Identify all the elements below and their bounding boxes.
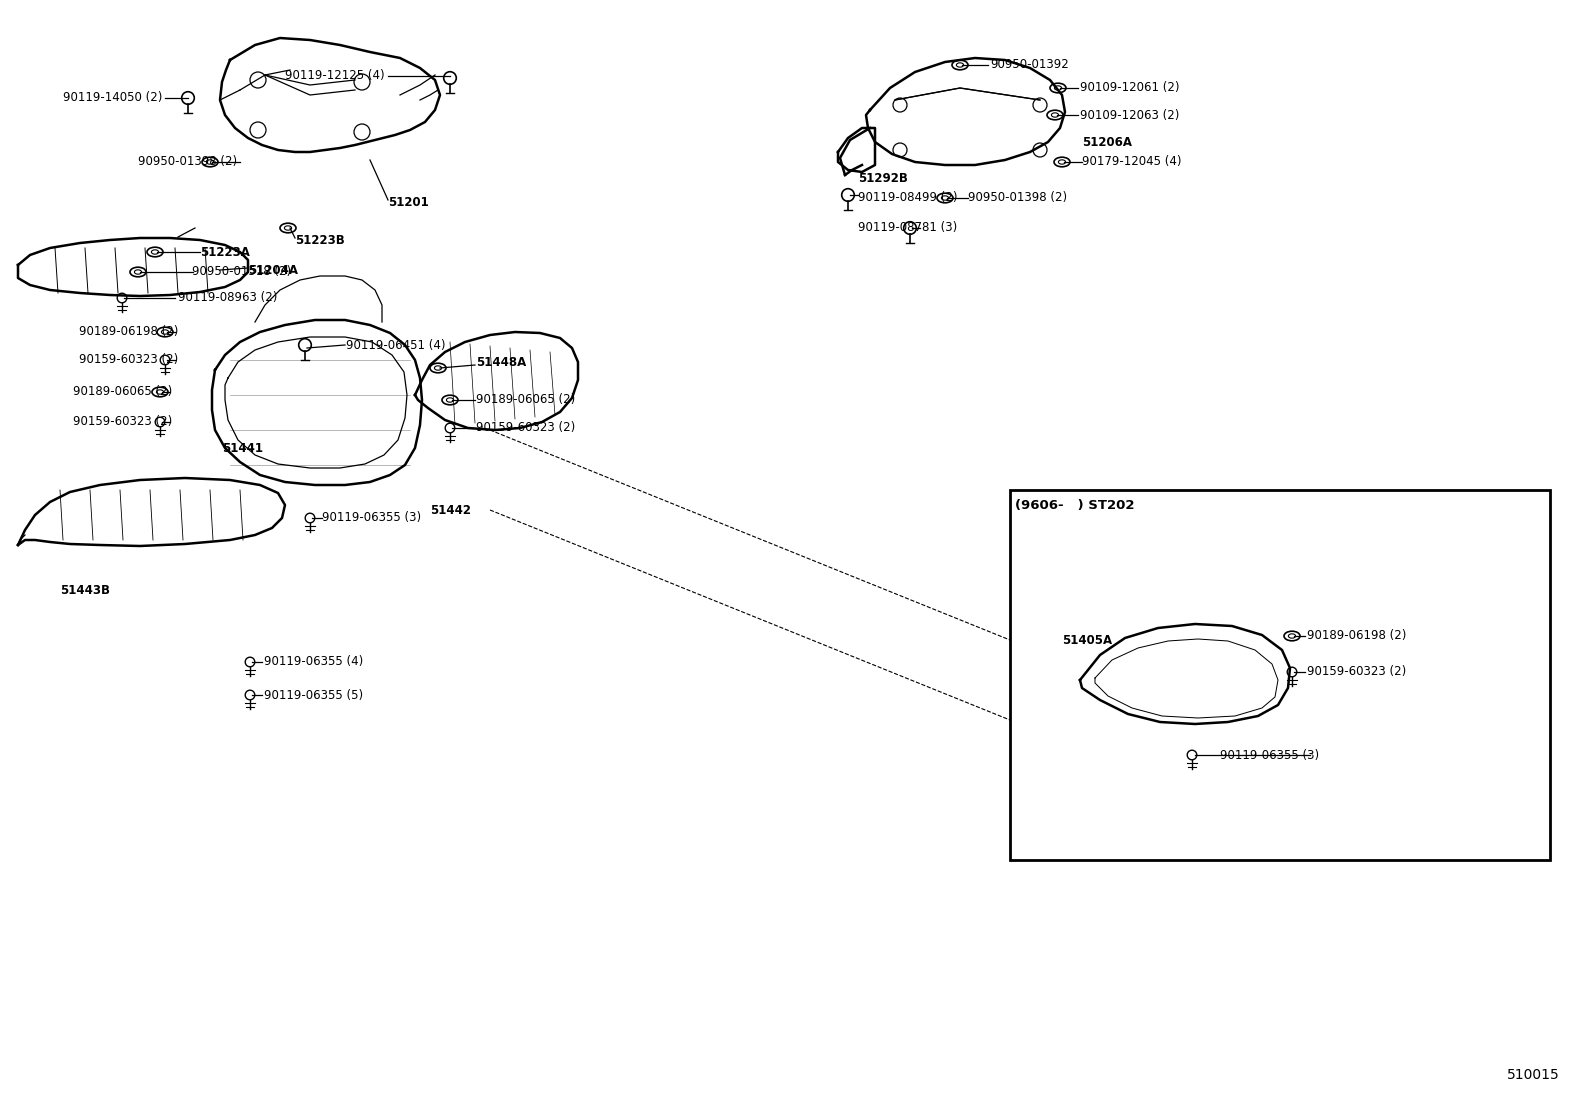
- Text: 51206A: 51206A: [1083, 135, 1132, 148]
- Text: 51223A: 51223A: [201, 245, 250, 258]
- Text: 90119-08963 (2): 90119-08963 (2): [178, 291, 277, 304]
- Text: 90159-60323 (2): 90159-60323 (2): [73, 415, 172, 429]
- Text: 51204A: 51204A: [248, 264, 298, 277]
- Polygon shape: [416, 332, 578, 430]
- Text: 90119-06355 (3): 90119-06355 (3): [1219, 748, 1320, 762]
- Text: 90119-06355 (4): 90119-06355 (4): [264, 655, 363, 668]
- Text: 90189-06198 (2): 90189-06198 (2): [78, 325, 178, 338]
- Text: 510015: 510015: [1508, 1068, 1560, 1083]
- Text: 90159-60323 (2): 90159-60323 (2): [78, 354, 178, 366]
- Text: 90189-06065 (2): 90189-06065 (2): [476, 393, 575, 407]
- Text: 51292B: 51292B: [858, 171, 907, 185]
- Text: 90950-01518 (2): 90950-01518 (2): [193, 266, 291, 278]
- Text: 90950-01398 (2): 90950-01398 (2): [968, 191, 1067, 204]
- Text: (9606-   ) ST202: (9606- ) ST202: [1016, 499, 1135, 511]
- Polygon shape: [220, 38, 439, 152]
- Text: 51405A: 51405A: [1062, 633, 1113, 646]
- Text: 90179-12045 (4): 90179-12045 (4): [1083, 155, 1181, 168]
- Text: 90950-01392: 90950-01392: [990, 58, 1068, 71]
- Bar: [1009, 490, 1551, 861]
- Text: 90189-06065 (2): 90189-06065 (2): [73, 386, 172, 399]
- Text: 51448A: 51448A: [476, 356, 527, 369]
- Text: 90119-06451 (4): 90119-06451 (4): [345, 338, 446, 352]
- Text: 90159-60323 (2): 90159-60323 (2): [1307, 666, 1406, 678]
- Text: 90109-12061 (2): 90109-12061 (2): [1079, 81, 1180, 95]
- Polygon shape: [18, 478, 285, 546]
- Text: 51223B: 51223B: [295, 233, 345, 246]
- Text: 90109-12063 (2): 90109-12063 (2): [1079, 109, 1180, 122]
- Polygon shape: [1079, 624, 1290, 724]
- Text: 90119-14050 (2): 90119-14050 (2): [62, 91, 162, 104]
- Polygon shape: [837, 127, 876, 173]
- Text: 90119-08781 (3): 90119-08781 (3): [858, 222, 957, 234]
- Polygon shape: [212, 320, 422, 485]
- Text: 90159-60323 (2): 90159-60323 (2): [476, 422, 575, 434]
- Text: 90119-12125 (4): 90119-12125 (4): [285, 69, 385, 82]
- Text: 51201: 51201: [388, 196, 428, 209]
- Polygon shape: [866, 58, 1065, 165]
- Text: 90119-06355 (3): 90119-06355 (3): [322, 511, 422, 524]
- Text: 90950-01398 (2): 90950-01398 (2): [139, 155, 237, 168]
- Text: 51441: 51441: [221, 442, 263, 455]
- Text: 90189-06198 (2): 90189-06198 (2): [1307, 630, 1406, 643]
- Text: 51442: 51442: [430, 503, 471, 517]
- Polygon shape: [18, 238, 248, 296]
- Text: 51443B: 51443B: [60, 584, 110, 597]
- Text: 90119-06355 (5): 90119-06355 (5): [264, 688, 363, 701]
- Text: 90119-08499 (2): 90119-08499 (2): [858, 191, 957, 204]
